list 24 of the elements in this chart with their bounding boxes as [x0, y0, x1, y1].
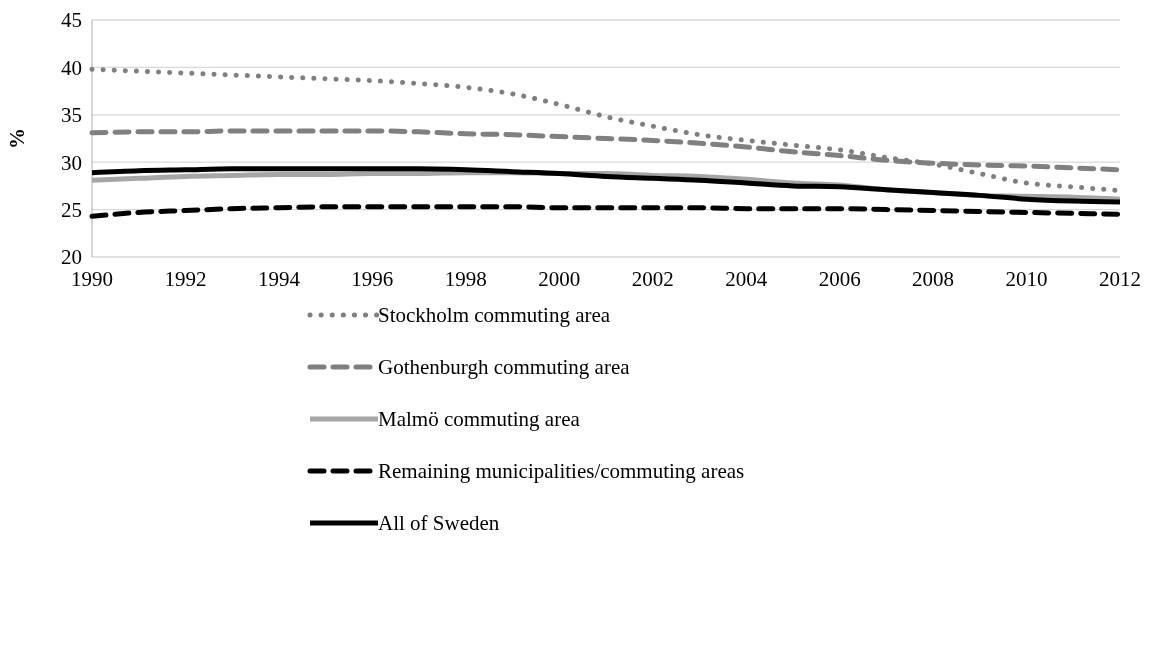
- y-tick-label: 20: [61, 245, 82, 270]
- y-tick-label: 25: [61, 197, 82, 222]
- x-tick-label: 1992: [164, 267, 207, 291]
- x-tick-label: 2008: [912, 267, 955, 291]
- legend-label: Malmö commuting area: [378, 407, 581, 432]
- y-tick-label: 40: [61, 55, 82, 80]
- x-tick-label: 2000: [538, 267, 581, 291]
- y-tick-label: 35: [61, 103, 82, 128]
- x-tick-label: 1990: [71, 267, 113, 291]
- x-tick-label: 1994: [257, 267, 301, 291]
- legend-label: Stockholm commuting area: [378, 303, 611, 328]
- x-tick-label: 2004: [725, 267, 768, 291]
- x-tick-label: 2010: [1005, 267, 1048, 291]
- y-tick-label: 45: [61, 8, 82, 33]
- x-tick-label: 1996: [351, 267, 394, 291]
- x-tick-label: 1998: [444, 267, 487, 291]
- x-tick-label: 2002: [631, 267, 674, 291]
- legend-label: Remaining municipalities/commuting areas: [378, 459, 745, 484]
- legend-label: All of Sweden: [378, 511, 500, 536]
- x-tick-label: 2006: [818, 267, 861, 291]
- legend-label: Gothenburgh commuting area: [378, 355, 631, 380]
- x-tick-label: 2012: [1099, 267, 1141, 291]
- y-axis-title: %: [5, 128, 29, 149]
- y-tick-label: 30: [61, 150, 82, 175]
